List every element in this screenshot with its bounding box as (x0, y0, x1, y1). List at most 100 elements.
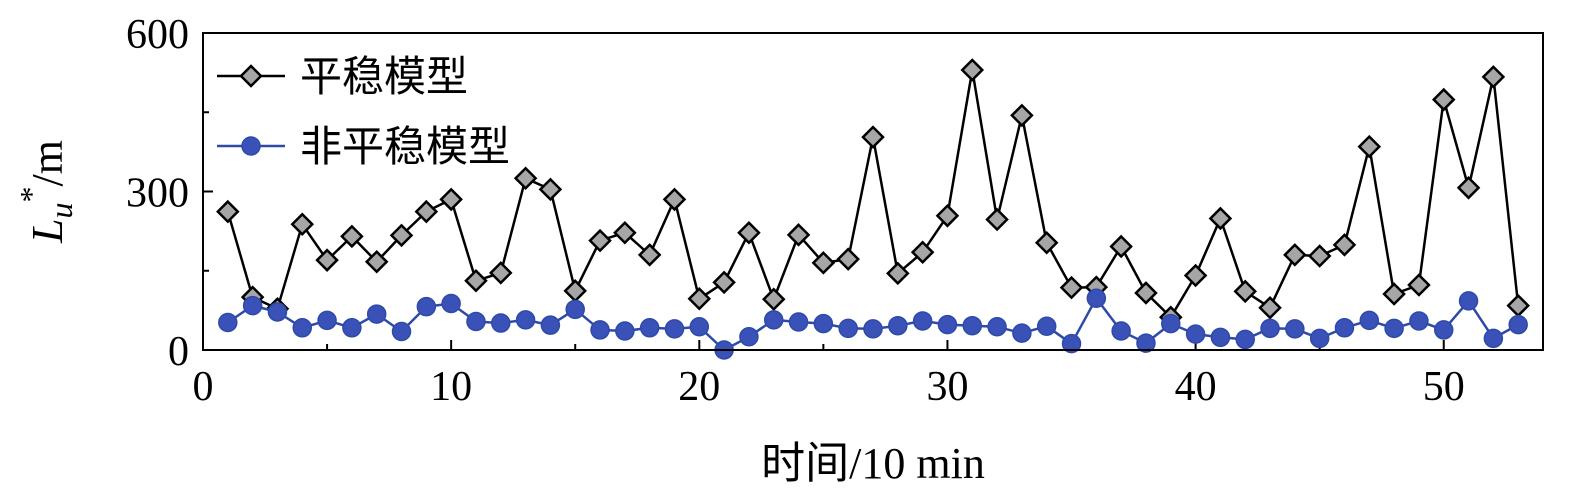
data-point (1506, 293, 1530, 318)
data-point (1384, 318, 1404, 339)
data-point (737, 220, 761, 245)
data-point (886, 261, 910, 286)
x-tick-label: 20 (678, 364, 720, 410)
data-point (1161, 313, 1181, 334)
data-point (1185, 324, 1206, 344)
data-point (1061, 333, 1082, 354)
data-point (317, 310, 337, 331)
data-point (466, 311, 486, 332)
data-point (664, 319, 685, 339)
data-point (788, 312, 809, 332)
data-point (838, 318, 858, 339)
data-point (910, 240, 935, 265)
data-point (662, 187, 687, 212)
data-point (540, 315, 561, 335)
data-point (1233, 279, 1257, 304)
data-point (590, 320, 610, 340)
data-point (987, 317, 1007, 337)
legend-item-2: 非平稳模型 (217, 122, 510, 171)
data-point (739, 327, 759, 347)
x-tick-label: 40 (1175, 364, 1217, 410)
data-point (960, 58, 985, 82)
data-point (813, 313, 834, 334)
data-point (1456, 176, 1481, 200)
data-point (637, 243, 662, 267)
data-point (962, 315, 983, 336)
legend-item-1: 平稳模型 (217, 52, 468, 101)
data-point (439, 187, 463, 212)
series-line (226, 68, 1520, 319)
y-axis-title: Lu*/m (13, 140, 79, 244)
data-point (290, 212, 315, 237)
data-point (389, 223, 414, 248)
data-point (935, 204, 960, 228)
x-tick-label: 10 (430, 364, 472, 410)
data-point (1012, 323, 1032, 343)
data-point (1136, 333, 1156, 353)
data-point (1483, 328, 1504, 349)
data-point (1357, 134, 1382, 159)
data-point (267, 302, 288, 322)
data-point (1332, 233, 1357, 257)
data-point (1208, 206, 1233, 231)
data-point (1183, 263, 1208, 288)
data-point (811, 251, 836, 275)
data-point (565, 299, 585, 320)
data-point (687, 286, 712, 311)
legend-marker (241, 136, 261, 156)
y-tick-label: 600 (126, 12, 189, 58)
data-point (391, 321, 412, 342)
data-point (1109, 234, 1133, 259)
data-point (1409, 311, 1429, 331)
data-point (1210, 327, 1231, 348)
data-point (615, 321, 635, 341)
data-point (342, 318, 362, 338)
data-point (861, 125, 885, 149)
data-point (1235, 329, 1255, 350)
data-point (1334, 318, 1355, 338)
data-point (761, 287, 786, 312)
data-point (414, 199, 439, 224)
data-point (538, 177, 563, 202)
x-axis-title: 时间/10 min (761, 439, 985, 488)
data-point (613, 220, 637, 245)
data-point (1010, 103, 1034, 128)
data-point (292, 318, 313, 338)
data-point (1481, 65, 1506, 89)
data-point (218, 312, 238, 333)
data-point (1283, 243, 1307, 267)
data-point (364, 250, 389, 274)
data-point (1059, 275, 1084, 300)
data-point (315, 248, 339, 272)
data-point (366, 304, 387, 324)
data-point (985, 207, 1009, 232)
data-point (1382, 282, 1406, 306)
x-tick-label: 30 (926, 364, 968, 410)
data-point (563, 279, 587, 303)
y-axis-title-unit: /m (23, 140, 72, 186)
data-point (441, 293, 461, 314)
data-point (836, 247, 860, 271)
y-tick-label: 300 (126, 171, 189, 217)
data-point (1285, 319, 1305, 339)
data-point (763, 310, 784, 330)
data-point (1407, 273, 1431, 297)
data-point (1134, 281, 1158, 305)
series-2 (218, 288, 1528, 360)
y-tick-label: 0 (168, 329, 189, 375)
data-point (863, 319, 883, 339)
data-point (1508, 314, 1528, 335)
data-point (1433, 320, 1454, 340)
data-point (1307, 244, 1332, 268)
data-point (1036, 316, 1057, 336)
data-point (515, 310, 536, 330)
plot-frame (202, 32, 1544, 351)
data-point (786, 223, 811, 247)
data-point (1431, 87, 1456, 112)
data-point (1258, 295, 1282, 320)
data-point (340, 224, 364, 249)
y-axis-title-superscript: * (13, 186, 49, 202)
data-point (1111, 321, 1131, 341)
data-point (489, 261, 513, 285)
